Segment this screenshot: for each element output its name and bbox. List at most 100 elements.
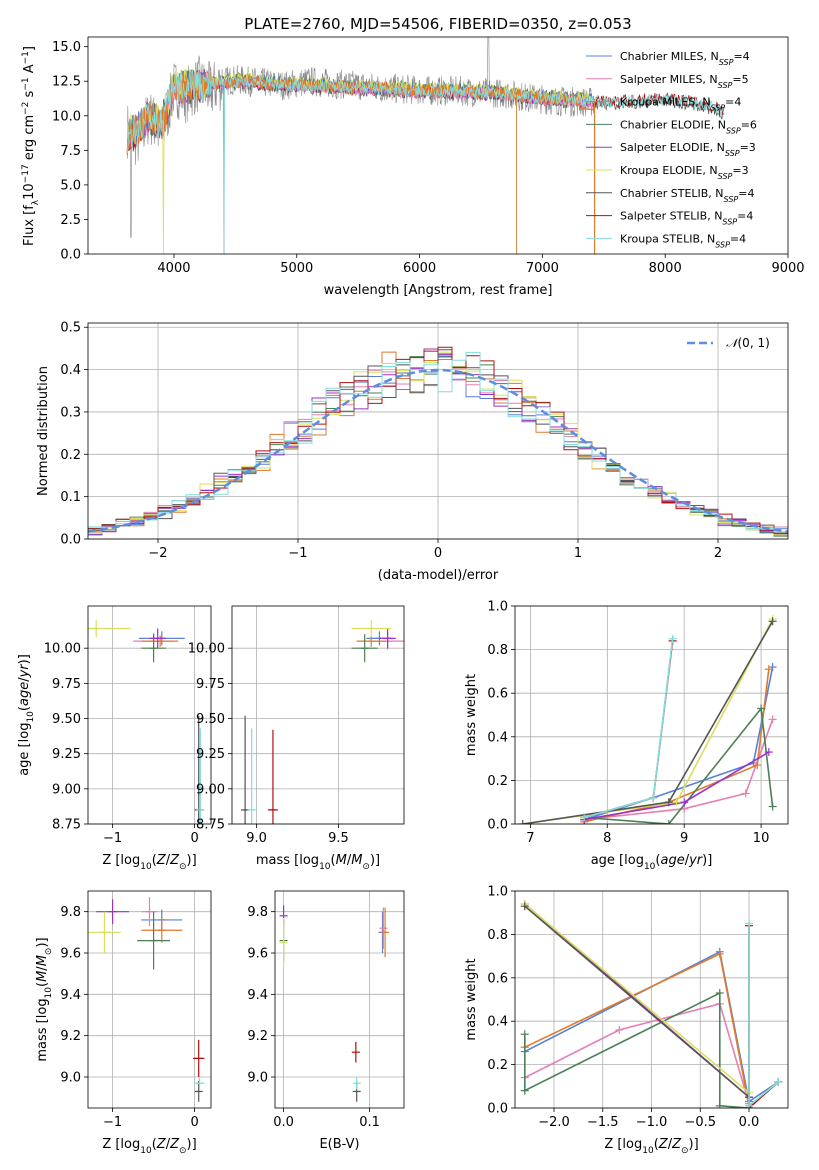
y-tick-label: 0.0 [60, 533, 81, 548]
y-tick-label: 9.4 [247, 988, 268, 1003]
x-tick-label: 5000 [280, 261, 313, 276]
histogram-salpeter-stelib [88, 346, 788, 534]
label-part: ⊙ [179, 1146, 187, 1156]
legend-entry: Salpeter ELODIE, NSSP=3 [620, 141, 756, 158]
label-part: Z [169, 853, 180, 868]
label-part: ( [17, 706, 32, 711]
x-tick-label: 10 [753, 831, 770, 846]
y-tick-label: 9.00 [52, 782, 81, 797]
y-tick-label: 9.50 [196, 712, 225, 727]
label-part: / [166, 1137, 171, 1152]
x-tick-label: 0 [434, 546, 442, 561]
mass-weight-line [584, 719, 774, 821]
y-tick-label: 0.4 [487, 730, 508, 745]
label-part: ( [152, 1137, 157, 1152]
mass-vs-ebv-frame [274, 890, 405, 1109]
legend-suffix: =6 [741, 118, 757, 131]
x-tick-label: 9.5 [328, 831, 349, 846]
x-tick-label: 7000 [526, 261, 559, 276]
label-part: −2 [21, 102, 31, 115]
label-part: / [668, 1137, 673, 1152]
label-part: )] [187, 1137, 197, 1152]
normal-curve [88, 368, 788, 533]
label-part: 10 [140, 1146, 152, 1156]
legend-entry: Salpeter MILES, NSSP=5 [620, 73, 749, 90]
y-tick-label: 0.2 [60, 448, 81, 463]
legend-entry: Chabrier STELIB, NSSP=4 [620, 187, 754, 204]
label-part: mass weight [464, 958, 479, 1040]
age-vs-Z-frame [87, 605, 212, 825]
y-tick-label: 0.5 [60, 321, 81, 336]
label-part: Normed distribution [36, 366, 51, 496]
label-part: )] [702, 853, 712, 868]
x-tick-label: −1 [103, 1115, 122, 1130]
y-tick-label: 9.75 [196, 677, 225, 692]
mass-vs-Z-points [88, 897, 205, 1102]
label-part: mass weight [464, 674, 479, 756]
label-part: −17 [21, 164, 31, 183]
y-tick-label: 10.0 [52, 109, 81, 124]
y-tick-label: 15.0 [52, 40, 81, 55]
mass-weight-line [584, 706, 774, 824]
model-line-kroupa-stelib [126, 69, 725, 254]
label-part: 10 [26, 711, 36, 723]
mass-weight-vs-Z-frame [514, 890, 789, 1109]
label-part: ( [655, 853, 660, 868]
label-part: ⊙ [44, 948, 54, 956]
label-part: M [351, 853, 362, 868]
legend-sub: SSP [725, 149, 740, 158]
y-tick-label: 10.00 [44, 642, 81, 657]
label-part: Z [log [604, 1137, 642, 1152]
mass-weight-vs-Z-axes: −2.0 −1.5 −1.0 −0.5 0.0 0.0 0.2 0.4 0.6 0.8 1.0 [487, 885, 788, 1130]
x-tick-label: 2 [714, 546, 722, 561]
label-part: )] [17, 654, 32, 664]
age-vs-mass-points [241, 620, 404, 824]
label-part: Z [658, 1137, 669, 1152]
x-tick-label: 9000 [771, 261, 804, 276]
legend-entry: Salpeter STELIB, NSSP=4 [620, 210, 753, 227]
legend-suffix: =3 [740, 141, 756, 154]
label-part: A [22, 64, 37, 77]
label-part: Z [169, 1137, 180, 1152]
x-tick-label: −1.5 [587, 1115, 619, 1130]
x-tick-label: 0.1 [359, 1115, 380, 1130]
legend-text: Chabrier ELODIE, N [620, 118, 726, 131]
x-tick-label: −1 [103, 831, 122, 846]
y-tick-label: 9.50 [52, 712, 81, 727]
legend-entry: Kroupa MILES, NSSP=4 [620, 96, 741, 113]
label-part: −1 [21, 51, 31, 64]
label-part: erg cm [22, 115, 37, 164]
residuals-x-label: (data-model)/error [378, 568, 499, 583]
mass-weight-vs-Z-y-label: mass weight [464, 958, 479, 1040]
y-tick-label: 9.75 [52, 677, 81, 692]
label-part: 10 [642, 1146, 654, 1156]
legend-text: Kroupa ELODIE, N [620, 164, 718, 177]
x-tick-label: 7 [526, 831, 534, 846]
legend-suffix: =4 [738, 187, 754, 200]
spectrum-axes: 4000 5000 6000 7000 8000 9000 0.0 2.5 5.0 7.5 10.0… [52, 40, 805, 276]
label-part: E(B-V) [319, 1137, 359, 1152]
label-part: age [log [591, 853, 644, 868]
label-part: )] [689, 1137, 699, 1152]
age-vs-mass-frame [231, 605, 405, 825]
model-line-kroupa-elodie [126, 68, 595, 254]
label-part: )] [370, 853, 380, 868]
y-tick-label: 12.5 [52, 75, 81, 90]
label-part: Z [log [102, 1137, 140, 1152]
y-tick-label: 9.8 [60, 905, 81, 920]
label-part: Flux [f [22, 205, 37, 246]
legend-suffix: =4 [733, 50, 749, 63]
label-part: / [35, 966, 50, 971]
legend-sub: SSP [722, 217, 737, 226]
age-vs-Z-y-label: age [log10(age/yr)] [17, 654, 36, 776]
y-tick-label: 5.0 [60, 178, 81, 193]
label-part: −1 [21, 77, 31, 90]
spectrum-frame [87, 36, 789, 255]
y-tick-label: 9.2 [247, 1029, 268, 1044]
y-tick-label: 0.8 [487, 928, 508, 943]
label-part: age [17, 682, 32, 706]
legend-sub: SSP [719, 58, 734, 67]
label-part: / [347, 853, 352, 868]
label-part: Z [log [102, 853, 140, 868]
